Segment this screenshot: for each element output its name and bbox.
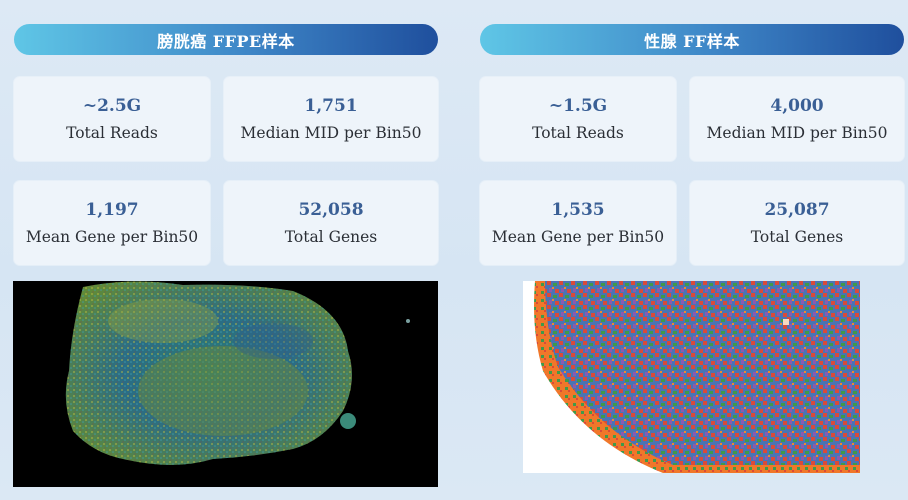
stat-value: 1,535	[551, 200, 605, 220]
stat-label: Median MID per Bin50	[706, 124, 888, 142]
stat-card-total-genes: 25,087 Total Genes	[690, 181, 904, 265]
stat-value: 1,751	[304, 96, 358, 116]
stat-value: 25,087	[764, 200, 830, 220]
stat-label: Total Reads	[532, 124, 624, 142]
stat-value: 52,058	[298, 200, 364, 220]
stat-card-total-reads: ~1.5G Total Reads	[480, 77, 676, 161]
panel-ffpe: 膀胱癌 FFPE样本 ~2.5G Total Reads 1,751 Media…	[10, 0, 440, 500]
stat-value: ~1.5G	[548, 96, 608, 116]
panel-title: 性腺 FF样本	[480, 24, 904, 55]
stat-label: Median MID per Bin50	[240, 124, 422, 142]
stat-card-total-reads: ~2.5G Total Reads	[14, 77, 210, 161]
stat-card-total-genes: 52,058 Total Genes	[224, 181, 438, 265]
panel-title: 膀胱癌 FFPE样本	[14, 24, 438, 55]
tissue-section-graphic	[534, 281, 860, 473]
stat-label: Total Reads	[66, 124, 158, 142]
tissue-section-graphic	[65, 281, 410, 465]
stat-card-mean-gene: 1,197 Mean Gene per Bin50	[14, 181, 210, 265]
stat-value: ~2.5G	[82, 96, 142, 116]
tissue-image-ff	[523, 281, 860, 473]
stat-value: 1,197	[85, 200, 139, 220]
stat-card-mean-gene: 1,535 Mean Gene per Bin50	[480, 181, 676, 265]
stat-card-median-mid: 1,751 Median MID per Bin50	[224, 77, 438, 161]
tissue-image-ffpe	[13, 281, 438, 487]
stat-value: 4,000	[770, 96, 824, 116]
stat-label: Mean Gene per Bin50	[491, 228, 665, 246]
stat-card-median-mid: 4,000 Median MID per Bin50	[690, 77, 904, 161]
stat-label: Mean Gene per Bin50	[25, 228, 199, 246]
panel-ff: 性腺 FF样本 ~1.5G Total Reads 4,000 Median M…	[476, 0, 906, 500]
stat-label: Total Genes	[750, 228, 844, 246]
stat-label: Total Genes	[284, 228, 378, 246]
